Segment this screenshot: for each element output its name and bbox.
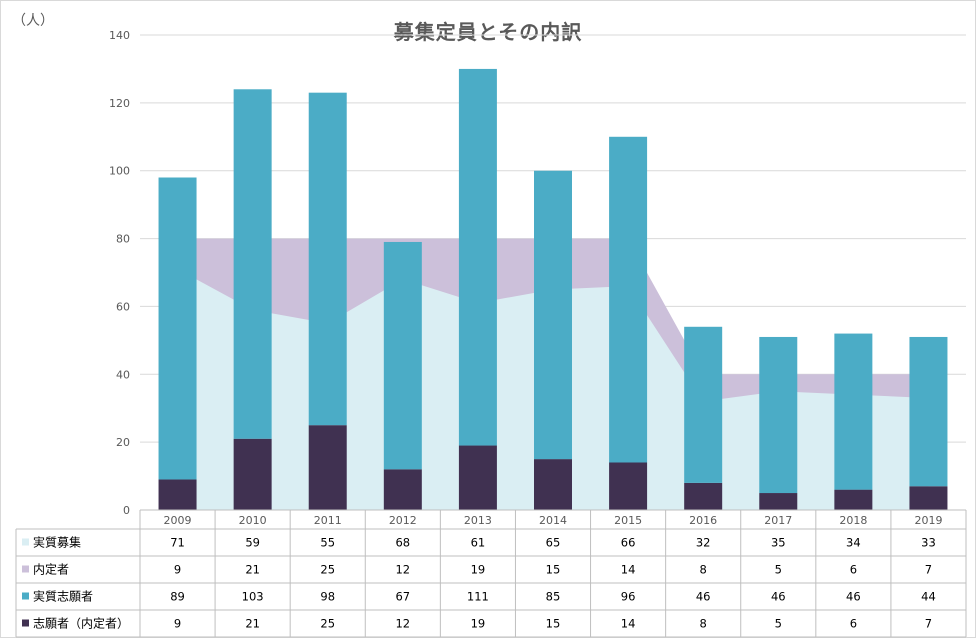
bar-lower-2015 — [609, 462, 648, 510]
x-tick-label-2019: 2019 — [914, 514, 942, 527]
data-label-内定者-2016: 8 — [700, 563, 707, 577]
y-tick-label-40: 40 — [116, 368, 130, 381]
y-tick-label-20: 20 — [116, 436, 130, 449]
data-label-志願者（内定者）-2012: 12 — [395, 617, 410, 631]
data-label-実質募集-2015: 66 — [621, 536, 636, 550]
data-label-内定者-2014: 15 — [546, 563, 561, 577]
bar-upper-2014 — [534, 170, 572, 460]
bar-lower-2013 — [458, 445, 497, 510]
x-tick-label-2013: 2013 — [464, 514, 492, 527]
data-label-内定者-2013: 19 — [471, 563, 486, 577]
data-label-内定者-2010: 21 — [245, 563, 260, 577]
bar-upper-2010 — [233, 89, 272, 439]
bar-lower-2017 — [759, 493, 798, 510]
data-label-実質志願者-2015: 96 — [621, 590, 636, 604]
bar-upper-2016 — [684, 326, 723, 483]
bar-lower-2019 — [909, 486, 948, 510]
data-label-実質志願者-2010: 103 — [242, 590, 264, 604]
data-label-実質募集-2009: 71 — [170, 536, 185, 550]
bar-upper-2017 — [759, 336, 798, 494]
y-tick-label-100: 100 — [109, 165, 130, 178]
x-tick-label-2010: 2010 — [239, 514, 267, 527]
x-tick-label-2015: 2015 — [614, 514, 642, 527]
data-label-内定者-2018: 6 — [850, 563, 857, 577]
data-label-実質募集-2010: 59 — [245, 536, 260, 550]
data-label-実質募集-2018: 34 — [846, 536, 861, 550]
data-label-実質募集-2014: 65 — [546, 536, 561, 550]
data-label-実質志願者-2011: 98 — [320, 590, 335, 604]
data-label-内定者-2015: 14 — [621, 563, 636, 577]
bar-lower-2016 — [684, 482, 723, 510]
data-label-志願者（内定者）-2017: 5 — [775, 617, 782, 631]
data-label-内定者-2012: 12 — [395, 563, 410, 577]
x-tick-label-2018: 2018 — [839, 514, 867, 527]
y-tick-label-120: 120 — [109, 97, 130, 110]
bar-lower-2014 — [534, 459, 572, 510]
data-label-実質募集-2013: 61 — [471, 536, 486, 550]
data-label-志願者（内定者）-2009: 9 — [174, 617, 181, 631]
legend-label-志願者（内定者）: 志願者（内定者） — [33, 616, 129, 631]
data-label-志願者（内定者）-2019: 7 — [925, 617, 932, 631]
data-label-実質志願者-2016: 46 — [696, 590, 711, 604]
x-tick-label-2014: 2014 — [539, 514, 567, 527]
data-label-実質志願者-2014: 85 — [546, 590, 561, 604]
data-label-志願者（内定者）-2014: 15 — [546, 617, 561, 631]
data-label-実質募集-2011: 55 — [320, 536, 335, 550]
data-label-実質志願者-2012: 67 — [395, 590, 410, 604]
data-label-内定者-2019: 7 — [925, 563, 932, 577]
bar-upper-2013 — [458, 68, 497, 446]
data-label-実質募集-2019: 33 — [921, 536, 936, 550]
data-label-実質募集-2016: 32 — [696, 536, 711, 550]
chart-title: 募集定員とその内訳 — [393, 20, 583, 44]
data-label-実質志願者-2013: 111 — [467, 590, 489, 604]
legend-key-実質募集 — [22, 538, 29, 546]
x-tick-label-2016: 2016 — [689, 514, 717, 527]
y-tick-label-80: 80 — [116, 233, 130, 246]
y-tick-label-60: 60 — [116, 300, 130, 313]
legend-key-志願者（内定者） — [22, 619, 29, 627]
bar-upper-2019 — [909, 336, 948, 487]
data-label-内定者-2011: 25 — [320, 563, 335, 577]
bar-lower-2018 — [834, 489, 873, 510]
bar-lower-2011 — [308, 425, 347, 510]
bar-lower-2009 — [158, 479, 197, 510]
data-label-志願者（内定者）-2015: 14 — [621, 617, 636, 631]
data-label-実質志願者-2018: 46 — [846, 590, 861, 604]
legend-key-実質志願者 — [22, 592, 29, 600]
data-label-実質志願者-2009: 89 — [170, 590, 185, 604]
bar-lower-2010 — [233, 438, 272, 510]
bar-upper-2011 — [308, 92, 347, 426]
data-label-実質志願者-2017: 46 — [771, 590, 786, 604]
bar-upper-2009 — [158, 177, 197, 480]
bar-upper-2012 — [383, 241, 422, 470]
y-tick-label-0: 0 — [123, 504, 130, 517]
data-label-内定者-2017: 5 — [775, 563, 782, 577]
x-tick-label-2017: 2017 — [764, 514, 792, 527]
data-label-志願者（内定者）-2018: 6 — [850, 617, 857, 631]
data-label-志願者（内定者）-2011: 25 — [320, 617, 335, 631]
legend-label-内定者: 内定者 — [33, 562, 69, 577]
bar-upper-2015 — [609, 136, 648, 463]
legend-key-内定者 — [22, 565, 29, 573]
x-tick-label-2011: 2011 — [314, 514, 342, 527]
y-axis-unit-label: （人） — [12, 13, 54, 29]
data-label-実質募集-2012: 68 — [395, 536, 410, 550]
legend-label-実質募集: 実質募集 — [33, 535, 81, 550]
bar-upper-2018 — [834, 333, 873, 490]
data-label-内定者-2009: 9 — [174, 563, 181, 577]
y-tick-label-140: 140 — [109, 29, 130, 42]
x-tick-label-2009: 2009 — [164, 514, 192, 527]
data-label-志願者（内定者）-2010: 21 — [245, 617, 260, 631]
data-label-志願者（内定者）-2016: 8 — [700, 617, 707, 631]
data-label-志願者（内定者）-2013: 19 — [471, 617, 486, 631]
data-label-実質募集-2017: 35 — [771, 536, 786, 550]
legend-label-実質志願者: 実質志願者 — [33, 589, 93, 604]
x-tick-label-2012: 2012 — [389, 514, 417, 527]
bar-lower-2012 — [383, 469, 422, 510]
data-label-実質志願者-2019: 44 — [921, 590, 936, 604]
